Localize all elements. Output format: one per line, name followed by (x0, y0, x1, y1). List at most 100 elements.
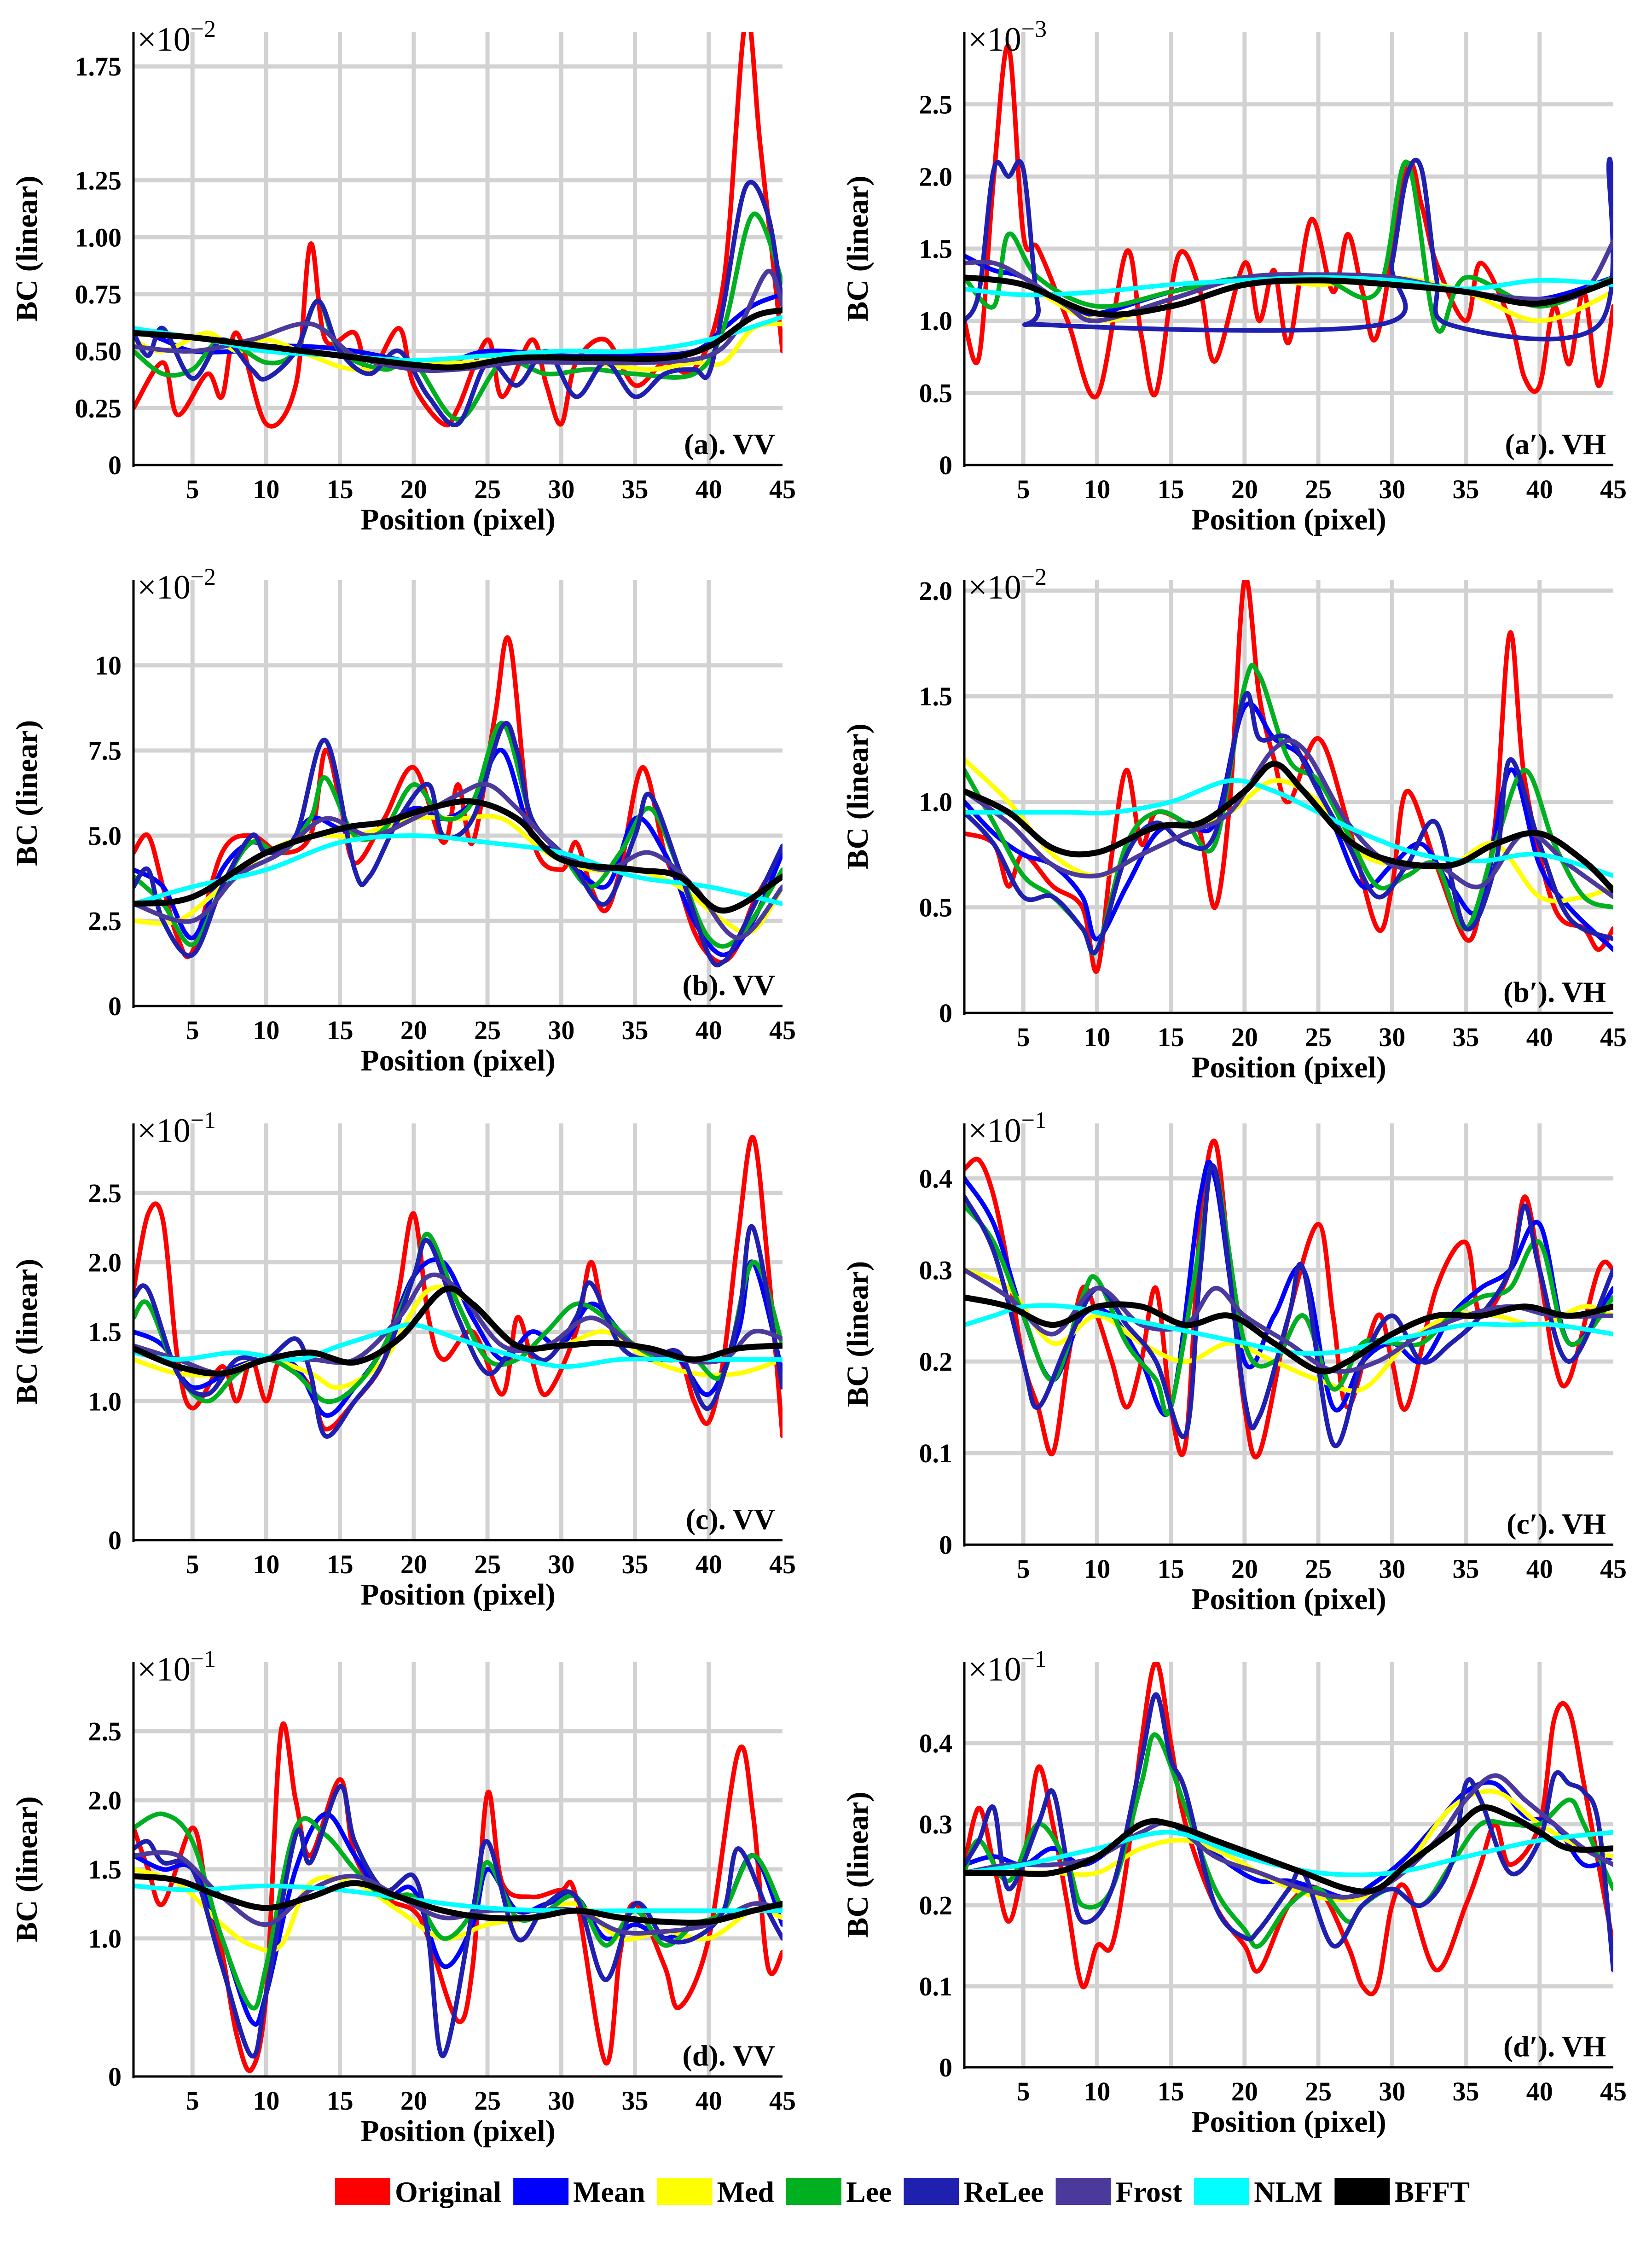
x-tick-label: 10 (253, 474, 279, 504)
x-tick-label: 5 (186, 474, 199, 504)
y-tick-label: 0 (108, 1525, 122, 1555)
x-tick-label: 40 (1526, 474, 1553, 504)
series-group (964, 43, 1613, 400)
y-tick-label: 0.5 (919, 893, 953, 923)
x-tick-label: 35 (622, 474, 649, 504)
legend-swatch (1055, 2178, 1111, 2205)
series-line-relee (133, 180, 783, 427)
panel-a: 5 10 15 20 25 30 35 40 45 0 0.25 0.50 0.75 1.00 1.25 1.… (10, 16, 796, 536)
legend-item-nlm: NLM (1194, 2175, 1322, 2208)
x-tick-label: 10 (1084, 2076, 1110, 2106)
x-tick-label: 20 (1231, 2076, 1258, 2106)
x-tick-label: 45 (769, 2086, 796, 2116)
x-tick-label: 30 (548, 1549, 574, 1579)
panel-label: (d). VV (683, 2039, 776, 2072)
x-axis-label: Position (pixel) (1191, 1582, 1386, 1616)
y-tick-label: 1.5 (88, 1317, 122, 1347)
series-line-relee (133, 1224, 783, 1439)
x-tick-label: 45 (769, 1015, 796, 1045)
x-tick-label: 5 (1017, 474, 1030, 504)
x-tick-label: 40 (1526, 2076, 1553, 2106)
panel-d: 5 10 15 20 25 30 35 40 45 0 1.0 1.5 2.0 2.5 ×10−1 Posit… (10, 1646, 796, 2148)
panel-a_prime: 5 10 15 20 25 30 35 40 45 0 0.5 1.0 1.5 2.0 2.5 ×10−3 Po… (841, 16, 1627, 536)
x-tick-label: 40 (696, 1549, 722, 1579)
panel-label: (a′). VH (1505, 428, 1606, 460)
x-tick-label: 20 (400, 1015, 427, 1045)
y-tick-label: 0.3 (919, 1809, 953, 1839)
series-line-bfft (133, 307, 783, 371)
x-tick-label: 35 (1453, 1022, 1479, 1052)
legend-swatch (786, 2178, 841, 2205)
x-tick-label: 30 (548, 2086, 574, 2116)
x-axis-label: Position (pixel) (1191, 1051, 1386, 1084)
panel-c: 5 10 15 20 25 30 35 40 45 0 1.0 1.5 2.0 2.5 ×10−1 Posit… (10, 1107, 796, 1611)
y-tick-label: 2.5 (88, 1716, 122, 1746)
panel-c_prime: 5 10 15 20 25 30 35 40 45 0 0.1 0.2 0.3 0.4 ×10−1 Posit… (841, 1107, 1627, 1616)
x-axis-label: Position (pixel) (360, 503, 556, 536)
panel-label: (c′). VH (1507, 1507, 1606, 1540)
panel-label: (c). VV (686, 1503, 775, 1535)
x-tick-label: 45 (769, 1549, 796, 1579)
panel-b: 5 10 15 20 25 30 35 40 45 0 2.5 5.0 7.5 10 ×10−2 Positi… (10, 564, 796, 1077)
x-tick-label: 45 (1600, 1554, 1627, 1584)
x-tick-label: 15 (327, 1015, 354, 1045)
series-line-nlm (964, 1303, 1613, 1356)
series-line-nlm (133, 1322, 783, 1369)
legend-label: Original (395, 2175, 501, 2208)
y-axis-label: BC (linear) (841, 1261, 875, 1407)
legend-swatch (1334, 2178, 1390, 2205)
series-group (964, 580, 1613, 974)
series-group (133, 635, 783, 968)
x-tick-label: 25 (1305, 474, 1332, 504)
x-tick-label: 10 (253, 2086, 279, 2116)
x-axis-label: Position (pixel) (360, 1044, 556, 1077)
series-group (133, 32, 783, 429)
series-line-nlm (133, 833, 783, 906)
series-line-lee (133, 1811, 783, 2011)
x-tick-label: 10 (1084, 1554, 1110, 1584)
series-line-bfft (133, 1285, 783, 1377)
y-tick-label: 0.5 (919, 378, 953, 408)
x-tick-label: 20 (1231, 1554, 1258, 1584)
y-tick-label: 1.25 (75, 166, 122, 196)
y-tick-label: 0 (939, 450, 952, 480)
y-tick-label: 0.4 (919, 1163, 953, 1193)
x-tick-label: 5 (186, 1549, 199, 1579)
legend-item-mean: Mean (513, 2175, 645, 2208)
x-tick-label: 20 (400, 1549, 427, 1579)
x-tick-label: 15 (1158, 1554, 1184, 1584)
legend-item-lee: Lee (786, 2175, 892, 2208)
x-tick-label: 5 (186, 2086, 199, 2116)
panel-label: (b′). VH (1503, 976, 1606, 1008)
series-line-original (964, 1662, 1613, 1996)
x-tick-label: 45 (769, 474, 796, 504)
y-tick-label: 0 (108, 450, 122, 480)
x-axis-label: Position (pixel) (1191, 503, 1386, 536)
x-tick-label: 10 (253, 1549, 279, 1579)
y-tick-label: 1.5 (919, 234, 953, 264)
panel-label: (d′). VH (1503, 2030, 1606, 2063)
x-tick-label: 40 (696, 474, 722, 504)
axis-exponent: ×10−1 (968, 1646, 1047, 1688)
series-line-bfft (964, 1804, 1613, 1895)
y-tick-label: 1.75 (75, 52, 122, 81)
x-tick-label: 35 (622, 1015, 649, 1045)
series-group (964, 1662, 1613, 1996)
y-tick-label: 1.5 (88, 1855, 122, 1884)
x-tick-label: 25 (474, 1015, 501, 1045)
x-tick-label: 20 (1231, 1022, 1258, 1052)
x-tick-label: 45 (1600, 1022, 1627, 1052)
x-tick-label: 40 (1526, 1022, 1553, 1052)
x-tick-label: 15 (1158, 1022, 1184, 1052)
x-tick-label: 45 (1600, 474, 1627, 504)
legend-item-bfft: BFFT (1334, 2175, 1470, 2208)
x-tick-label: 30 (1379, 474, 1405, 504)
x-tick-label: 10 (1084, 474, 1110, 504)
series-group (133, 1135, 783, 1439)
y-tick-label: 0.75 (75, 279, 122, 309)
x-tick-label: 25 (1305, 1554, 1332, 1584)
x-tick-label: 5 (1017, 1022, 1030, 1052)
x-tick-label: 40 (1526, 1554, 1553, 1584)
y-tick-label: 2.0 (919, 576, 953, 606)
